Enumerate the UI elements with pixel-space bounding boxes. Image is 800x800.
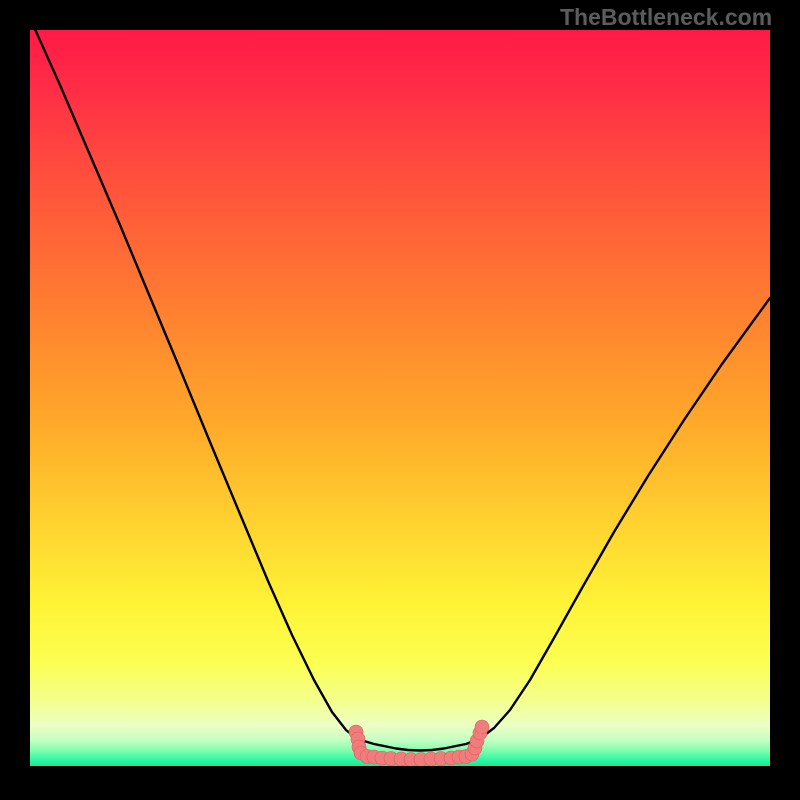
plot-area (30, 30, 770, 766)
bottom-marker-stroke (483, 723, 484, 730)
valley-curve (30, 30, 770, 751)
watermark: TheBottleneck.com (560, 4, 772, 31)
bottom-marker-dot (475, 720, 489, 734)
curve-layer (30, 30, 770, 766)
